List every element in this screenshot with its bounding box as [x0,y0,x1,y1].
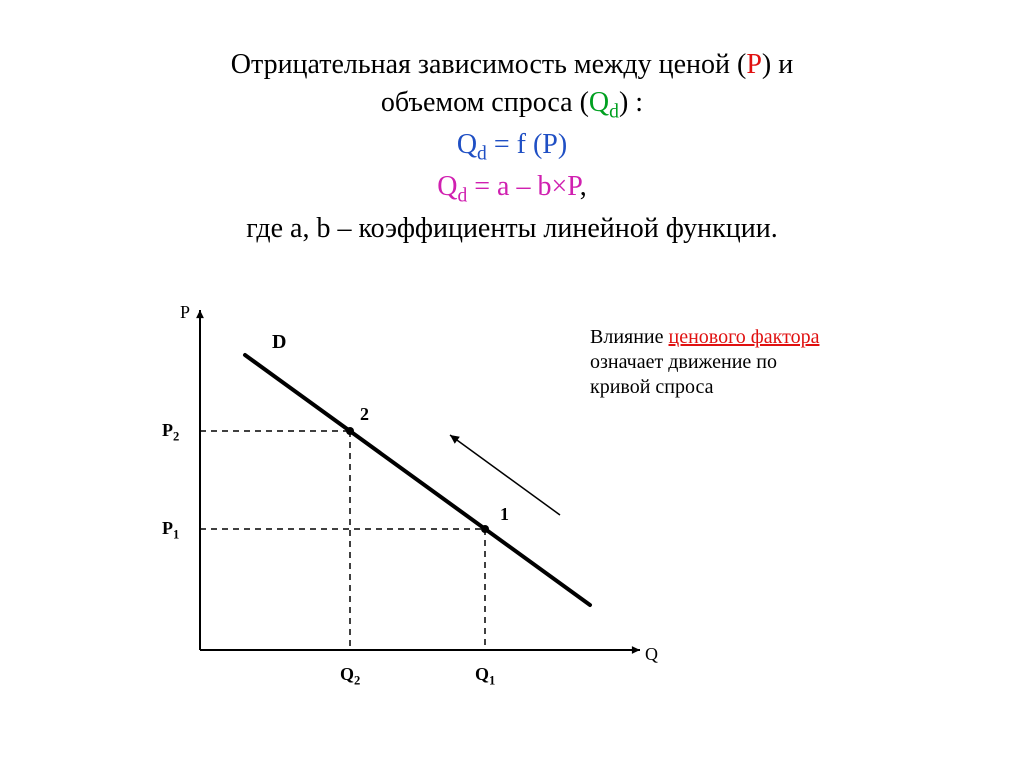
annotation-pre: Влияние [590,326,669,348]
title-line-2: объемом спроса (Qd) : [60,84,964,126]
svg-text:Q1: Q1 [475,664,495,688]
title-Qd-sub: d [609,101,619,122]
title-line-3: Qd = f (P) [60,126,964,168]
svg-text:P2: P2 [162,420,179,444]
title-l3-rest: = f (P) [487,129,567,160]
annotation-post1: означает движение по [590,351,777,373]
title-block: Отрицательная зависимость между ценой (P… [60,46,964,248]
title-l4-comma: , [580,171,587,202]
svg-text:2: 2 [360,404,369,424]
title-l2-pre: объемом спроса ( [381,87,589,118]
svg-text:Q: Q [645,644,658,664]
title-Qd-Q: Q [589,87,609,118]
svg-text:D: D [272,331,286,353]
title-l3-sub: d [477,143,487,164]
title-l4-rest: = a – b×P [467,171,579,202]
svg-text:Q2: Q2 [340,664,360,688]
title-line-4: Qd = a – b×P, [60,168,964,210]
title-l3-q: Q [457,129,477,160]
title-l4-sub: d [457,185,467,206]
chart-svg: P Q D P1 P2 Q1 Q2 1 2 [140,300,660,700]
title-l2-post: ) : [619,87,643,118]
annotation-text: Влияние ценового фактора означает движен… [590,325,950,400]
slide: Отрицательная зависимость между ценой (P… [0,0,1024,767]
demand-chart: PQDP1P2Q1Q212 [140,300,660,680]
svg-text:P1: P1 [162,518,179,542]
title-l4-q: Q [437,171,457,202]
title-l1-pre: Отрицательная зависимость между ценой ( [231,49,747,80]
svg-text:1: 1 [500,504,509,524]
title-l4-colored: Qd = a – b×P [437,171,580,202]
title-l1-post: ) и [762,49,793,80]
title-Qd: Qd [589,87,619,118]
title-line-5: где a, b – коэффициенты линейной функции… [60,210,964,248]
title-line-1: Отрицательная зависимость между ценой (P… [60,46,964,84]
annotation-post2: кривой спроса [590,376,714,398]
title-P: P [746,49,762,80]
annotation-highlight: ценового фактора [669,326,820,348]
svg-text:P: P [180,302,190,322]
